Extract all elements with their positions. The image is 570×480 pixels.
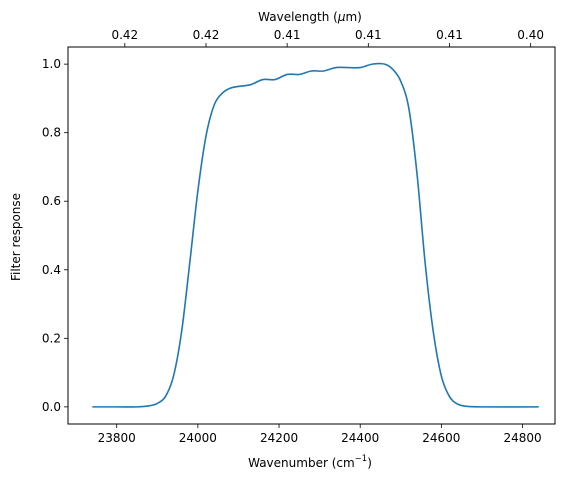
bottom-x-axis: 23800 24000 24200 24400 24600 24800 — [98, 424, 542, 445]
y-tick-label: 0.4 — [42, 263, 61, 277]
plot-frame — [67, 46, 556, 425]
x-tick-label: 24800 — [503, 431, 541, 445]
x-tick-label: 23800 — [98, 431, 136, 445]
x-tick-label: 24000 — [179, 431, 217, 445]
top-x-tick-label: 0.42 — [111, 28, 138, 42]
y-tick-label: 0.8 — [42, 126, 61, 140]
top-x-axis: 0.42 0.42 0.41 0.41 0.41 0.40 — [111, 28, 544, 47]
x-tick-label: 24600 — [422, 431, 460, 445]
top-x-tick-label: 0.40 — [517, 28, 544, 42]
y-axis: 0.0 0.2 0.4 0.6 0.8 1.0 — [42, 57, 68, 414]
top-x-tick-label: 0.41 — [274, 28, 301, 42]
y-tick-label: 0.6 — [42, 194, 61, 208]
x-axis-label: Wavenumber (cm−1) — [248, 454, 372, 470]
x-tick-label: 24200 — [260, 431, 298, 445]
filter-response-series-line — [92, 62, 539, 408]
x-tick-label: 24400 — [341, 431, 379, 445]
top-x-tick-label: 0.41 — [436, 28, 463, 42]
top-x-tick-label: 0.42 — [193, 28, 220, 42]
top-x-axis-label: Wavelength (μm) — [258, 10, 362, 24]
y-tick-label: 0.0 — [42, 400, 61, 414]
top-x-tick-label: 0.41 — [355, 28, 382, 42]
y-tick-label: 0.2 — [42, 331, 61, 345]
plot-area — [92, 62, 539, 408]
y-tick-label: 1.0 — [42, 57, 61, 71]
y-axis-label: Filter response — [9, 193, 23, 281]
